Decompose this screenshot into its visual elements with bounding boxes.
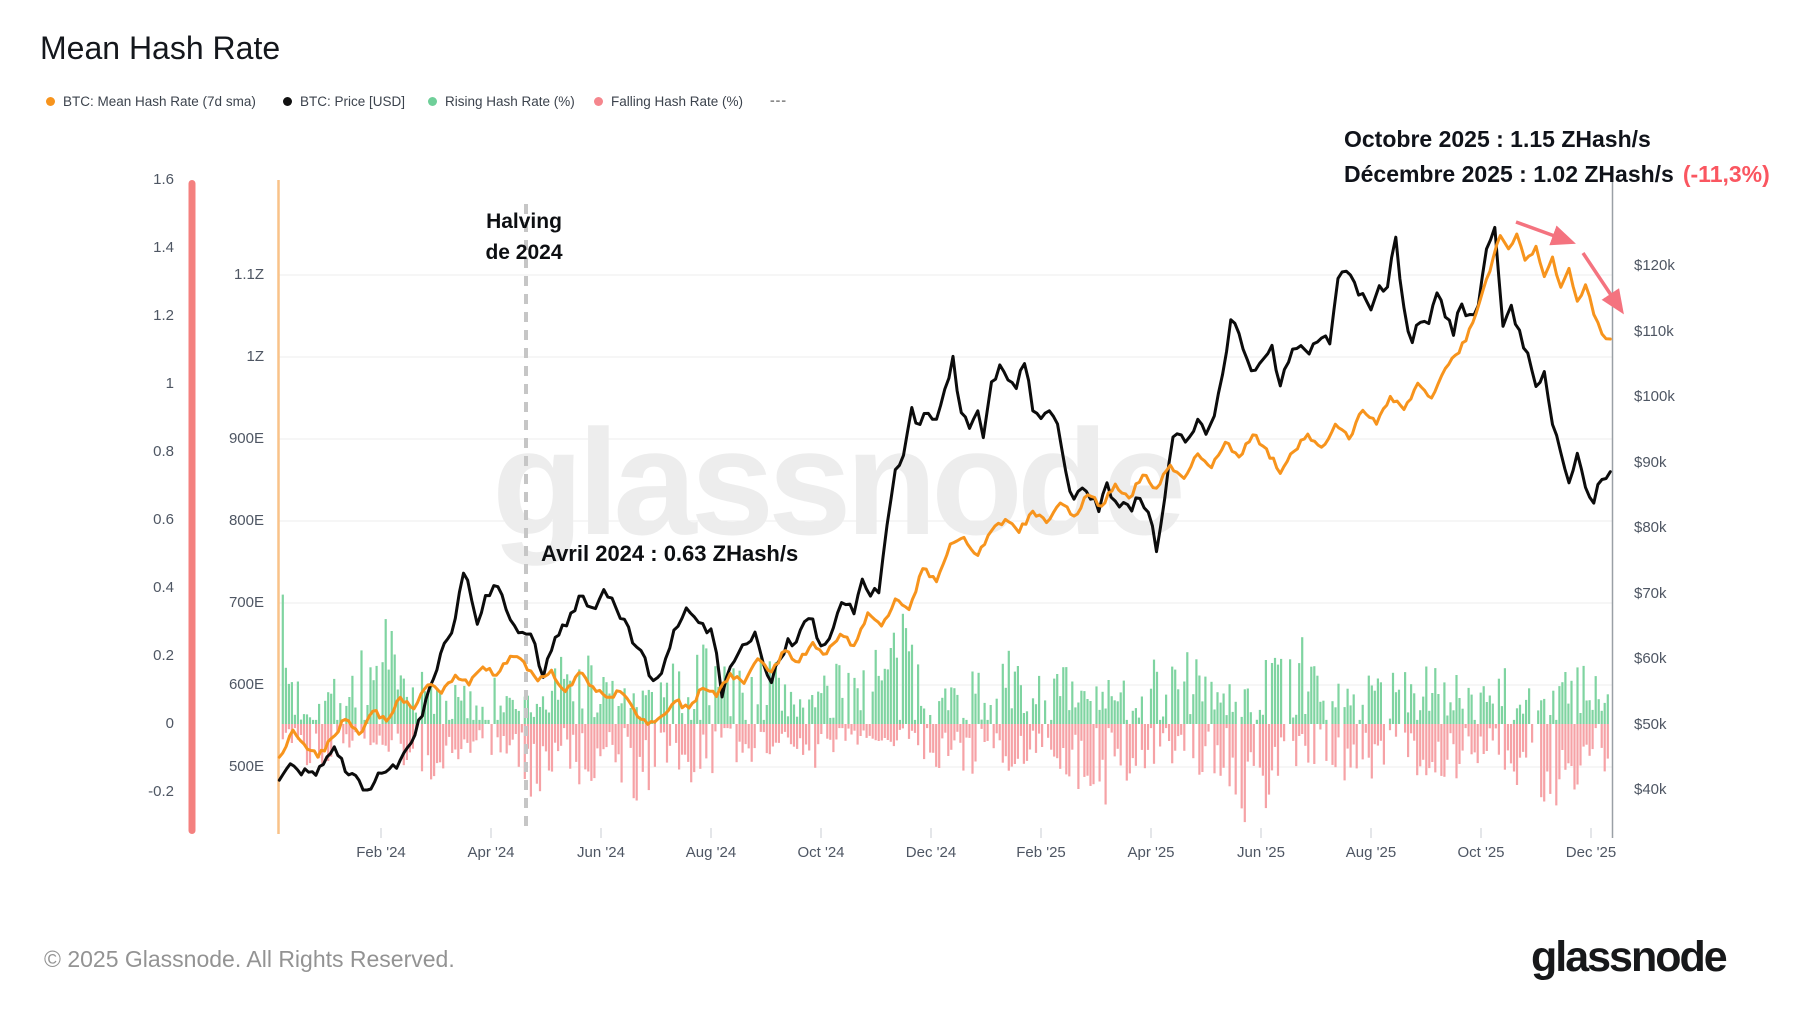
legend-dot xyxy=(594,97,603,106)
legend: BTC: Mean Hash Rate (7d sma) BTC: Price [… xyxy=(0,92,1800,114)
legend-item-label: BTC: Price [USD] xyxy=(300,94,406,109)
glassnode-logo: glassnode xyxy=(1531,933,1728,981)
legend-item-btc-mean-hash-rate-7d-sma[interactable]: BTC: Mean Hash Rate (7d sma) xyxy=(46,94,256,109)
annotation-october-2025: Octobre 2025 : 1.15 ZHash/s xyxy=(1344,126,1651,152)
annotation-percent-change: (-11,3%) xyxy=(1682,161,1770,187)
legend-item-label: Rising Hash Rate (%) xyxy=(445,94,575,109)
legend-item-rising-hash-rate[interactable]: Rising Hash Rate (%) xyxy=(428,94,575,109)
hashrate-line xyxy=(277,232,1612,759)
legend-dot xyxy=(46,97,55,106)
annotation-december-2025: Décembre 2025 : 1.02 ZHash/s (-11,3%) xyxy=(1344,161,1770,187)
decline-trend-arrow xyxy=(1515,220,1624,315)
rising-hashrate-bars xyxy=(281,594,1609,724)
copyright-text: © 2025 Glassnode. All Rights Reserved. xyxy=(44,946,455,972)
x-ticks xyxy=(380,828,1592,838)
annotation-top-right: Octobre 2025 : 1.15 ZHash/s Décembre 202… xyxy=(1344,122,1770,192)
legend-item-label: BTC: Mean Hash Rate (7d sma) xyxy=(63,94,256,109)
falling-hashrate-bars xyxy=(281,724,1609,823)
page-title: Mean Hash Rate xyxy=(40,30,281,66)
legend-item-btc-price-usd[interactable]: BTC: Price [USD] xyxy=(283,94,405,109)
legend-dot xyxy=(283,97,292,106)
april-2024-annotation: Avril 2024 : 0.63 ZHash/s xyxy=(541,541,799,566)
legend-item-label: Falling Hash Rate (%) xyxy=(611,94,744,109)
left-accent-band xyxy=(188,180,196,834)
price-line xyxy=(277,225,1612,792)
legend-item-dashes[interactable]: --- xyxy=(770,92,787,108)
legend-dot xyxy=(428,97,437,106)
halving-annotation: Halving de 2024 xyxy=(485,210,563,264)
glassnode-watermark: glassnode xyxy=(492,398,1186,566)
legend-item-falling-hash-rate[interactable]: Falling Hash Rate (%) xyxy=(594,94,743,109)
